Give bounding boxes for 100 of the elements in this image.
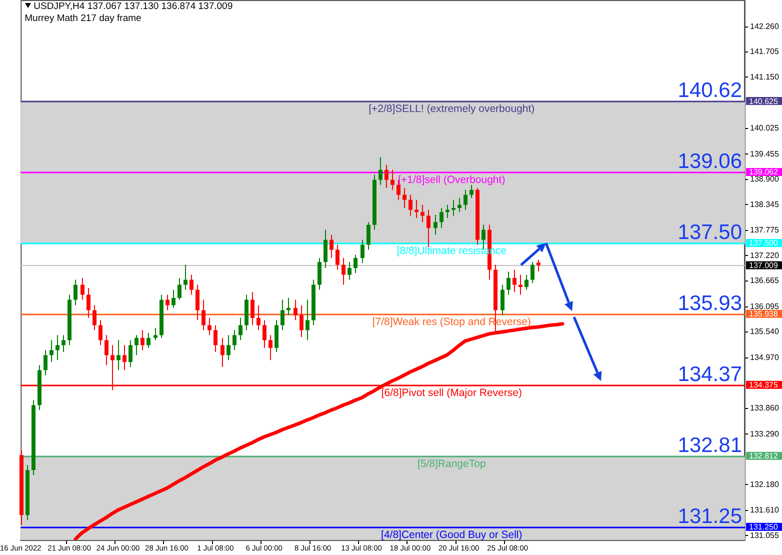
candlestick	[250, 292, 254, 326]
y-tick-label: 133.860	[750, 403, 780, 412]
candlestick	[354, 254, 358, 274]
text: Murrey Math 217 day frame	[24, 13, 142, 25]
annotation: [+1/8]sell (Overbought)	[398, 174, 506, 186]
candlestick	[274, 320, 278, 352]
candlestick	[306, 299, 310, 341]
candlestick	[366, 222, 370, 250]
candlestick	[226, 334, 230, 361]
candlestick	[122, 344, 126, 371]
ref-line-label: 132.812	[749, 452, 778, 461]
annotation: 137.50	[678, 220, 742, 244]
annotation: 139.06	[678, 150, 742, 174]
y-tick-label: 140.025	[750, 124, 780, 133]
candlestick	[128, 340, 132, 368]
candlestick	[62, 334, 66, 352]
annotation: 131.25	[678, 504, 742, 528]
candlestick	[140, 330, 144, 351]
candlestick	[524, 274, 528, 290]
candlestick	[172, 289, 176, 308]
candlestick	[80, 277, 84, 300]
annotation: 132.81	[678, 434, 742, 457]
candlestick	[434, 214, 438, 236]
annotation: 135.93	[678, 292, 742, 315]
annotation: [4/8]Center (Good Buy or Sell)	[381, 528, 522, 541]
candlestick	[116, 340, 120, 371]
candlestick	[56, 334, 60, 361]
candlestick	[506, 271, 510, 296]
candlestick	[134, 334, 138, 356]
candlestick	[232, 330, 236, 351]
candlestick	[202, 299, 206, 331]
candlestick	[330, 234, 334, 258]
y-tick-label: 137.220	[750, 250, 780, 260]
chart-title: USDJPY,H4 137.067 137.130 136.874 137.009	[34, 1, 233, 12]
candlestick	[324, 229, 328, 268]
candlestick	[256, 304, 260, 331]
candlestick	[44, 350, 48, 376]
y-tick-label: 141.150	[750, 72, 780, 82]
candlestick	[98, 320, 102, 346]
candlestick	[408, 194, 412, 216]
annotation: [6/8]Pivot sell (Major Reverse)	[381, 387, 522, 400]
candlestick	[220, 337, 224, 368]
candlestick	[92, 304, 96, 331]
y-tick-label: 137.775	[750, 226, 780, 235]
annotation: [5/8]RangeTop	[417, 458, 486, 470]
y-tick-label: 139.455	[750, 149, 780, 158]
y-tick-label: 136.665	[750, 276, 780, 286]
ref-line-label: 137.009	[749, 260, 778, 270]
ref-line-label: 131.250	[749, 522, 778, 532]
y-tick-label: 133.290	[750, 429, 780, 438]
candlestick	[420, 204, 424, 223]
candlestick	[146, 332, 150, 348]
candlestick	[384, 164, 388, 189]
candlestick	[336, 244, 340, 270]
candlestick	[262, 320, 266, 348]
y-tick-label: 131.055	[750, 530, 780, 540]
candlestick	[190, 274, 194, 296]
candlestick	[440, 208, 444, 228]
candlestick	[86, 287, 90, 318]
candlestick	[238, 317, 242, 341]
annotation: 134.37	[678, 362, 742, 386]
y-tick-label: 135.540	[750, 327, 780, 336]
candlestick	[196, 284, 200, 321]
y-tick-label: 134.970	[750, 353, 780, 362]
candlestick	[342, 257, 346, 286]
candlestick	[178, 277, 182, 300]
candlestick	[184, 264, 188, 290]
y-tick-label: 138.900	[750, 174, 780, 184]
candlestick	[360, 239, 364, 264]
candlestick	[318, 257, 322, 290]
candlestick	[214, 324, 218, 352]
candlestick	[470, 184, 474, 199]
annotation: 140.62	[678, 79, 742, 102]
y-tick-label: 138.345	[750, 200, 780, 209]
candlestick	[348, 262, 352, 280]
y-tick-label: 141.705	[750, 47, 780, 56]
candlestick	[50, 340, 54, 362]
candlestick	[464, 189, 468, 210]
candlestick	[426, 209, 430, 248]
ref-line-label: 139.062	[749, 168, 778, 177]
candlestick	[268, 334, 272, 361]
y-tick-label: 142.260	[750, 22, 780, 31]
candlestick	[208, 317, 212, 336]
candlestick	[294, 299, 298, 321]
candlestick	[512, 269, 516, 293]
y-tick-label: 131.610	[750, 506, 780, 515]
y-tick-label: 132.180	[750, 480, 780, 489]
ref-line-label: 137.500	[749, 238, 778, 248]
candlestick	[452, 199, 456, 216]
candlestick	[390, 169, 394, 190]
candlestick	[166, 294, 170, 311]
candlestick	[500, 284, 504, 316]
annotation: [+2/8]SELL! (extremely overbought)	[368, 103, 535, 116]
y-tick-label: 136.095	[750, 302, 780, 311]
candlestick	[378, 156, 382, 186]
candlestick	[74, 279, 78, 306]
candlestick	[536, 259, 540, 272]
candlestick	[530, 262, 534, 284]
ref-line-label: 140.625	[749, 96, 778, 106]
candlestick	[396, 179, 400, 200]
